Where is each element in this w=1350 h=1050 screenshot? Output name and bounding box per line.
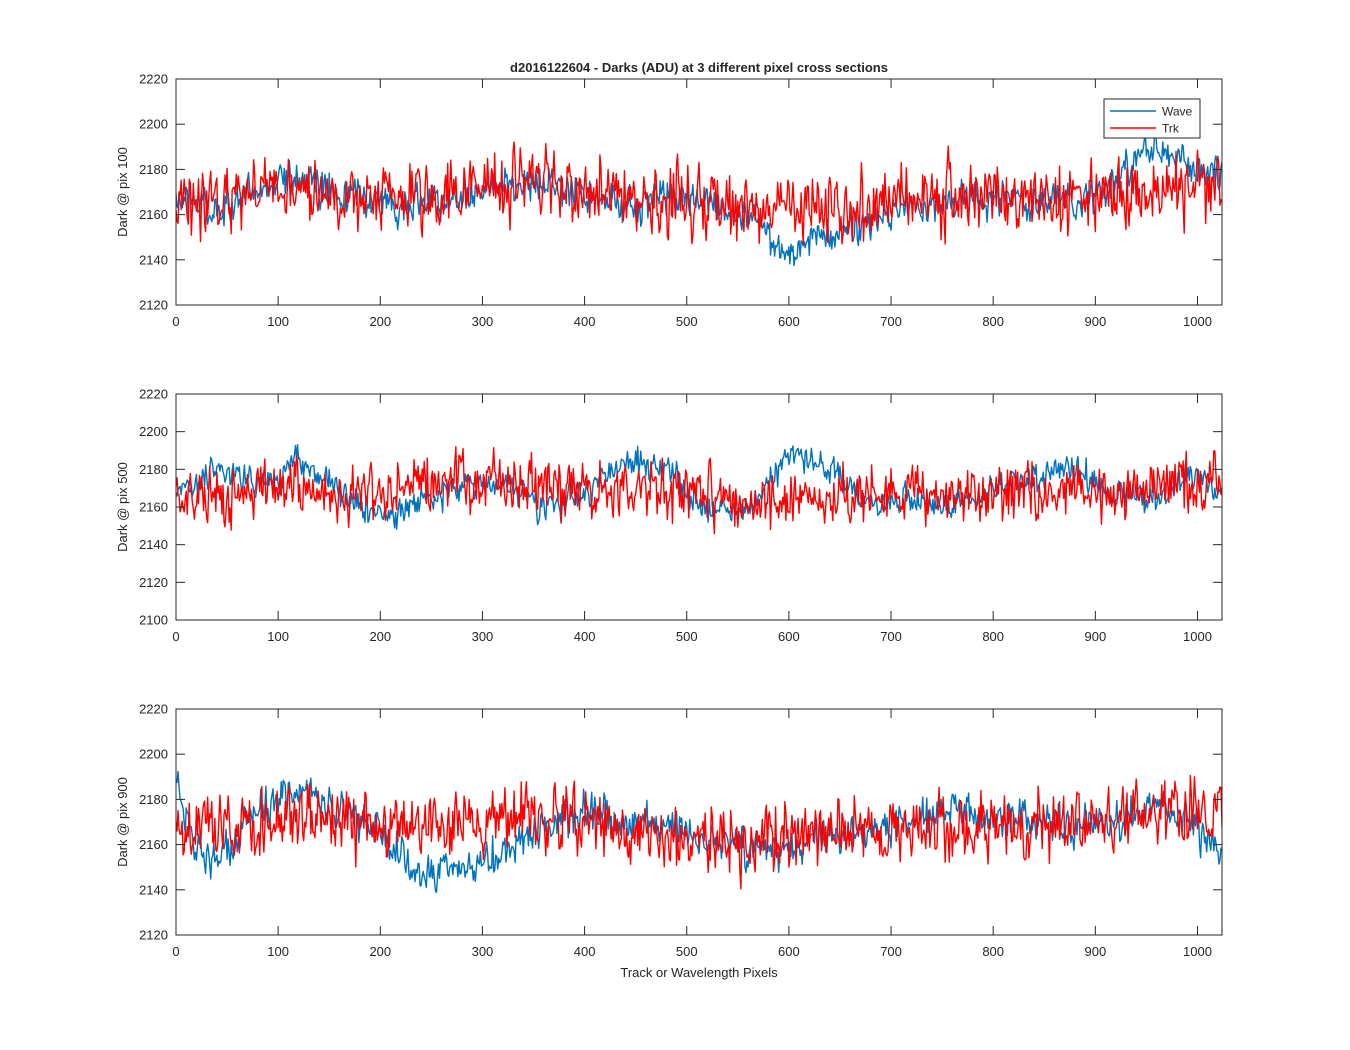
x-tick-label: 500 [676,314,698,329]
x-tick-label: 0 [172,314,179,329]
y-tick-label: 2160 [139,837,168,852]
x-tick-label: 900 [1084,629,1106,644]
plot-area [176,709,1222,935]
x-tick-label: 1000 [1183,629,1212,644]
legend-box [1103,98,1201,139]
x-tick-label: 900 [1084,314,1106,329]
x-tick-label: 900 [1084,944,1106,959]
y-tick-label: 2140 [139,537,168,552]
x-tick-label: 200 [369,944,391,959]
y-tick-label: 2160 [139,500,168,515]
x-tick-label: 400 [574,314,596,329]
x-tick-label: 1000 [1183,314,1212,329]
figure-title: d2016122604 - Darks (ADU) at 3 different… [510,60,888,75]
x-tick-label: 200 [369,314,391,329]
x-tick-label: 1000 [1183,944,1212,959]
y-tick-label: 2200 [139,117,168,132]
x-tick-label: 200 [369,629,391,644]
y-tick-label: 2100 [139,613,168,628]
x-tick-label: 700 [880,944,902,959]
y-tick-label: 2120 [139,298,168,313]
x-tick-label: 300 [472,629,494,644]
subplot-1: 0 100 200 300 400 500 600 700 800 900 1000 2120 2140… [115,72,1223,329]
y-tick-label: 2220 [139,702,168,717]
series-group [176,443,1222,535]
y-axis-label: Dark @ pix 500 [115,462,130,552]
x-tick-label: 800 [982,629,1004,644]
y-axis-label: Dark @ pix 900 [115,777,130,867]
y-tick-label: 2200 [139,424,168,439]
subplot-3: 0 100 200 300 400 500 600 700 800 900 1000 2120 2140… [115,702,1223,959]
y-tick-label: 2140 [139,882,168,897]
y-tick-label: 2180 [139,462,168,477]
y-tick-label: 2180 [139,162,168,177]
x-tick-label: 100 [267,944,289,959]
x-tick-label: 700 [880,629,902,644]
y-tick-label: 2180 [139,792,168,807]
x-tick-label: 800 [982,944,1004,959]
x-tick-label: 0 [172,944,179,959]
y-axis-label: Dark @ pix 100 [115,147,130,237]
series-line-trk [176,446,1222,535]
y-tick-label: 2220 [139,387,168,402]
y-tick-label: 2120 [139,575,168,590]
x-tick-label: 700 [880,314,902,329]
x-tick-label: 300 [472,314,494,329]
axes-box [175,78,1223,306]
y-tick-label: 2200 [139,747,168,762]
x-tick-label: 400 [574,944,596,959]
legend: Wave Trk [1103,98,1201,139]
x-tick-label: 100 [267,629,289,644]
series-line-trk [176,774,1222,890]
x-tick-label: 800 [982,314,1004,329]
legend-label-trk: Trk [1162,122,1180,136]
series-line-trk [176,141,1222,245]
axes-box [175,708,1223,936]
x-tick-label: 600 [778,314,800,329]
x-axis-label: Track or Wavelength Pixels [620,965,778,980]
series-group [176,770,1222,894]
y-tick-label: 2120 [139,928,168,943]
series-line-wave [176,770,1222,894]
x-tick-label: 0 [172,629,179,644]
subplot-panels: 0 100 200 300 400 500 600 700 800 900 100021202140… [115,72,1223,959]
y-tick-label: 2140 [139,252,168,267]
x-tick-label: 500 [676,944,698,959]
x-tick-label: 100 [267,314,289,329]
series-group [176,127,1222,267]
subplot-2: 0 100 200 300 400 500 600 700 800 900 1000 2100 2120… [115,387,1223,644]
y-tick-label: 2160 [139,207,168,222]
legend-label-wave: Wave [1162,105,1193,119]
x-tick-label: 600 [778,629,800,644]
x-tick-label: 400 [574,629,596,644]
y-tick-label: 2220 [139,72,168,87]
x-tick-label: 600 [778,944,800,959]
x-tick-label: 300 [472,944,494,959]
x-tick-label: 500 [676,629,698,644]
